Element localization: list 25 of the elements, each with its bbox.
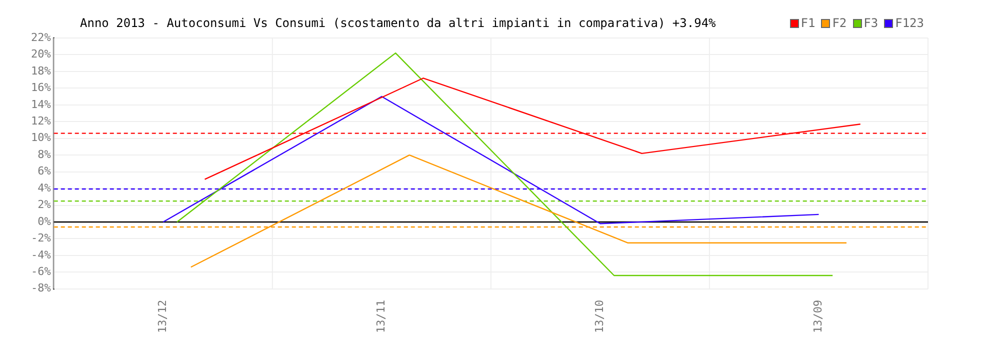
x-tick-label: 13/10 — [593, 300, 606, 334]
y-tick-label: 18% — [30, 64, 52, 78]
y-tick-label: 12% — [30, 114, 52, 128]
y-tick-label: 4% — [38, 181, 52, 194]
y-tick-label: 6% — [38, 164, 52, 178]
y-tick-label: 22% — [30, 30, 52, 44]
y-tick-label: -4% — [30, 248, 52, 262]
legend-label: F2 — [832, 16, 847, 30]
y-tick-label: -6% — [30, 265, 52, 278]
y-tick-label: 10% — [30, 131, 52, 144]
y-tick-label: 2% — [38, 198, 52, 212]
y-tick-label: -2% — [30, 232, 52, 245]
legend-label: F123 — [895, 16, 924, 30]
x-tick-label: 13/09 — [812, 300, 825, 334]
y-tick-label: 14% — [30, 98, 52, 111]
legend-label: F1 — [800, 16, 816, 30]
y-tick-label: 0% — [38, 214, 52, 228]
chart-title: Anno 2013 - Autoconsumi Vs Consumi (scostamento da altri impianti in comparativa) +3.94% — [80, 16, 716, 30]
y-tick-label: 16% — [30, 81, 52, 94]
y-tick-label: 8% — [38, 148, 52, 161]
legend-label: F3 — [864, 16, 878, 30]
x-tick-label: 13/12 — [156, 300, 169, 334]
x-tick-label: 13/11 — [374, 300, 388, 334]
y-tick-label: 20% — [30, 48, 52, 61]
y-tick-label: -8% — [30, 282, 52, 295]
